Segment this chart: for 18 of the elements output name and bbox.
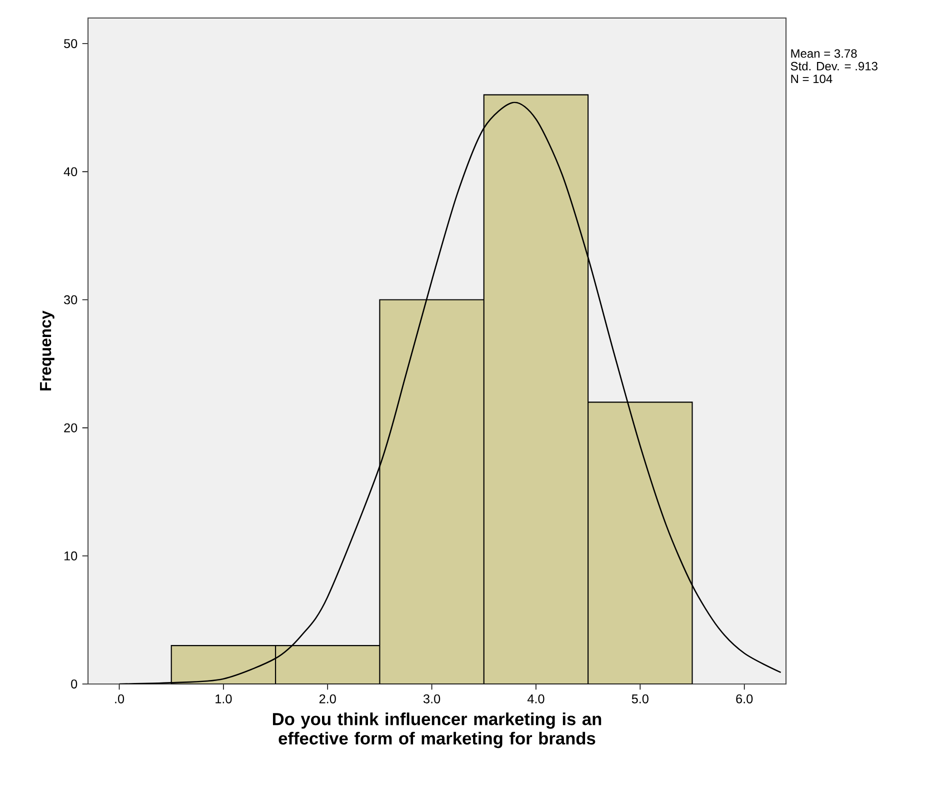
- x-tick-label: 2.0: [319, 694, 336, 704]
- x-tick-label: 1.0: [216, 694, 232, 704]
- x-tick-label: 4.0: [527, 694, 544, 704]
- y-tick-label: 30: [64, 295, 78, 304]
- y-tick-label: 10: [64, 551, 78, 560]
- text: Mean = 3.78: [791, 49, 857, 58]
- text: N = 104: [791, 74, 832, 84]
- y-tick-label: 40: [64, 167, 78, 176]
- x-axis-title: Do you think influencer marketing is an effective form of marketing for brands: [272, 712, 602, 748]
- x-tick-label: 3.0: [423, 694, 440, 704]
- x-tick-label: 5.0: [632, 694, 648, 704]
- y-axis-title: Frequency: [40, 310, 54, 390]
- x-tick-label: 6.0: [736, 694, 753, 704]
- y-tick-label: 20: [64, 423, 78, 432]
- x-tick-label: .0: [115, 694, 124, 704]
- y-tick-label: 50: [64, 39, 78, 48]
- text: Std. Dev. = .913: [790, 62, 878, 70]
- y-tick-label: 0: [71, 679, 78, 688]
